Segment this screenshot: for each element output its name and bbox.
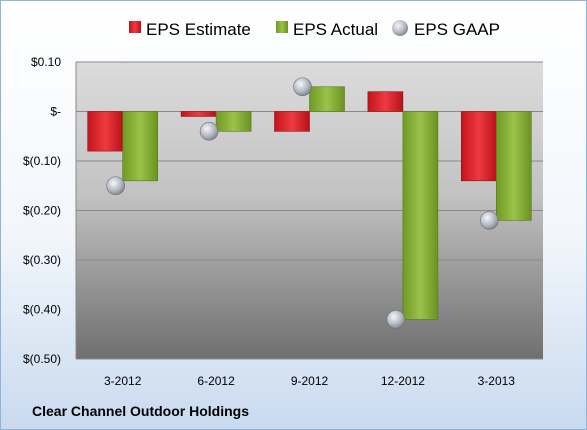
y-axis-ticks: $0.10 $- $(0.10) $(0.20) $(0.30) $(0.40) $(0.5…	[23, 55, 61, 366]
marker-eps-gaap	[106, 176, 125, 196]
bar-eps-actual	[402, 111, 439, 320]
bar-eps-actual	[309, 86, 345, 112]
y-tick-label: $0.10	[31, 55, 61, 69]
y-tick-label: $(0.20)	[23, 204, 61, 218]
bar-eps-actual	[122, 111, 158, 182]
bar-eps-estimate	[180, 111, 217, 117]
bars	[87, 86, 532, 320]
x-tick-label: 6-2012	[197, 374, 235, 388]
x-tick-label: 9-2012	[291, 374, 329, 388]
legend-label-eps-gaap: EPS GAAP	[414, 20, 500, 39]
legend-swatch-eps-estimate	[129, 21, 141, 33]
legend-swatch-eps-actual	[276, 21, 288, 33]
x-tick-label: 12-2012	[381, 374, 425, 388]
bar-eps-actual	[215, 111, 252, 132]
legend: EPS Estimate EPS Actual EPS GAAP	[129, 20, 500, 39]
y-tick-label: $(0.30)	[23, 253, 61, 267]
legend-item-eps-actual: EPS Actual	[276, 20, 378, 39]
marker-eps-gaap	[199, 122, 219, 141]
bar-eps-estimate	[460, 111, 497, 182]
x-axis-ticks: 3-2012 6-2012 9-2012 12-2012 3-2013	[104, 374, 515, 388]
y-tick-label: $(0.40)	[23, 303, 61, 317]
x-tick-label: 3-2013	[478, 374, 516, 388]
marker-eps-gaap	[386, 310, 406, 329]
marker-eps-gaap	[479, 211, 499, 230]
legend-label-eps-estimate: EPS Estimate	[146, 20, 251, 39]
company-name: Clear Channel Outdoor Holdings	[32, 403, 249, 419]
y-tick-label: $(0.10)	[23, 154, 61, 168]
legend-item-eps-gaap: EPS GAAP	[392, 20, 500, 39]
bar-eps-estimate	[274, 111, 310, 132]
y-tick-label: $(0.50)	[23, 352, 61, 366]
bar-eps-estimate	[87, 111, 123, 152]
legend-swatch-eps-gaap	[392, 20, 408, 36]
bar-eps-actual	[495, 111, 532, 221]
marker-eps-gaap	[293, 77, 312, 97]
bar-eps-estimate	[367, 91, 404, 112]
x-tick-label: 3-2012	[104, 374, 142, 388]
legend-item-eps-estimate: EPS Estimate	[129, 20, 251, 39]
y-tick-label: $-	[50, 105, 61, 119]
legend-label-eps-actual: EPS Actual	[293, 20, 378, 39]
gaap-markers	[106, 77, 499, 329]
